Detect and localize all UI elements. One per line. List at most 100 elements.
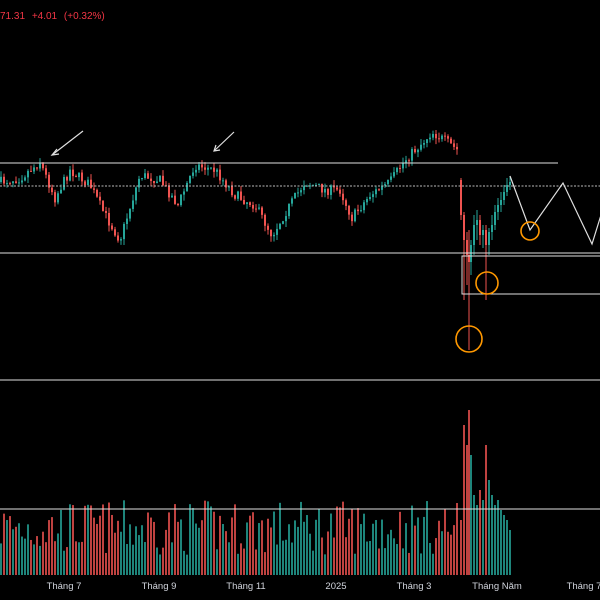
candle [39, 163, 41, 169]
volume-bar [479, 490, 481, 575]
candle [485, 230, 487, 245]
volume-bar [476, 505, 478, 575]
candle [78, 172, 80, 178]
candle [321, 183, 323, 193]
volume-bar [99, 515, 101, 575]
volume-bar [291, 542, 293, 575]
candle [327, 189, 329, 195]
candle [18, 182, 20, 184]
marker-circle-bottom[interactable] [455, 325, 483, 353]
volume-bar [69, 504, 71, 575]
candle [15, 181, 17, 184]
volume-bar [414, 525, 416, 575]
candle [297, 192, 299, 194]
candle [429, 137, 431, 140]
arrow-annotation-1[interactable] [50, 130, 84, 156]
candle [285, 216, 287, 222]
candle [426, 139, 428, 144]
marker-circle-middle[interactable] [475, 271, 499, 295]
candle [417, 149, 419, 153]
candle [21, 180, 23, 183]
volume-bar [420, 553, 422, 575]
support-zone-rectangle[interactable] [461, 255, 600, 295]
candle [482, 230, 484, 235]
x-tick-label: Tháng 11 [226, 581, 265, 592]
volume-bar [297, 526, 299, 575]
volume-bar [303, 521, 305, 575]
volume-bar [497, 500, 499, 575]
candle [282, 221, 284, 224]
candle [30, 170, 32, 172]
candle [378, 189, 380, 191]
volume-bar [21, 536, 23, 575]
volume-bar [384, 548, 386, 575]
candle [210, 167, 212, 169]
volume-bar [390, 529, 392, 575]
volume-bar [273, 511, 275, 575]
volume-bar [485, 445, 487, 575]
candle [463, 215, 465, 240]
volume-bar [231, 517, 233, 575]
volume-bar [234, 504, 236, 575]
volume-bar [141, 525, 143, 575]
candle [231, 186, 233, 196]
candle [243, 199, 245, 204]
candle [375, 189, 377, 195]
volume-bar [488, 480, 490, 575]
volume-bar [258, 523, 260, 575]
candle [177, 203, 179, 206]
candle [473, 225, 475, 245]
arrow-annotation-2[interactable] [213, 131, 235, 152]
volume-bar [147, 512, 149, 575]
volume-bar [159, 554, 161, 575]
candle [503, 192, 505, 200]
volume-bar [225, 531, 227, 575]
projected-zigzag-path[interactable] [509, 175, 600, 246]
volume-bar [93, 517, 95, 575]
x-tick-label: Tháng Năm [472, 581, 522, 592]
volume-bar [84, 505, 86, 575]
volume-bar [306, 515, 308, 575]
volume-bar [171, 542, 173, 575]
candle [54, 192, 56, 203]
drawings-layer[interactable] [0, 130, 600, 510]
volume-layer [0, 410, 511, 575]
candle [306, 185, 308, 187]
candle [3, 176, 5, 184]
volume-bar [39, 545, 41, 575]
volume-bar [405, 523, 407, 575]
candle [267, 225, 269, 230]
candle [303, 186, 305, 191]
candle [264, 214, 266, 226]
volume-bar [393, 538, 395, 575]
candle [75, 176, 77, 178]
volume-bar [177, 521, 179, 575]
volume-bar [60, 509, 62, 575]
volume-bar [447, 531, 449, 575]
price-change-pct: (+0.32%) [64, 11, 105, 22]
volume-bar [90, 505, 92, 575]
volume-bar [468, 410, 470, 575]
volume-bar [123, 500, 125, 575]
volume-bar [192, 507, 194, 575]
volume-bar [438, 520, 440, 575]
volume-bar [378, 548, 380, 575]
marker-circle-right[interactable] [520, 221, 540, 241]
candle [444, 135, 446, 137]
volume-bar [24, 538, 26, 575]
volume-bar [6, 520, 8, 575]
volume-bar [132, 544, 134, 575]
volume-bar [336, 506, 338, 575]
candle [189, 175, 191, 183]
volume-bar [339, 507, 341, 575]
volume-bar [369, 540, 371, 575]
candle [408, 160, 410, 162]
volume-bar [255, 549, 257, 575]
candle [174, 195, 176, 204]
volume-bar [333, 537, 335, 575]
volume-bar [183, 550, 185, 575]
volume-bar [396, 544, 398, 575]
candle [381, 185, 383, 190]
candle [246, 202, 248, 204]
